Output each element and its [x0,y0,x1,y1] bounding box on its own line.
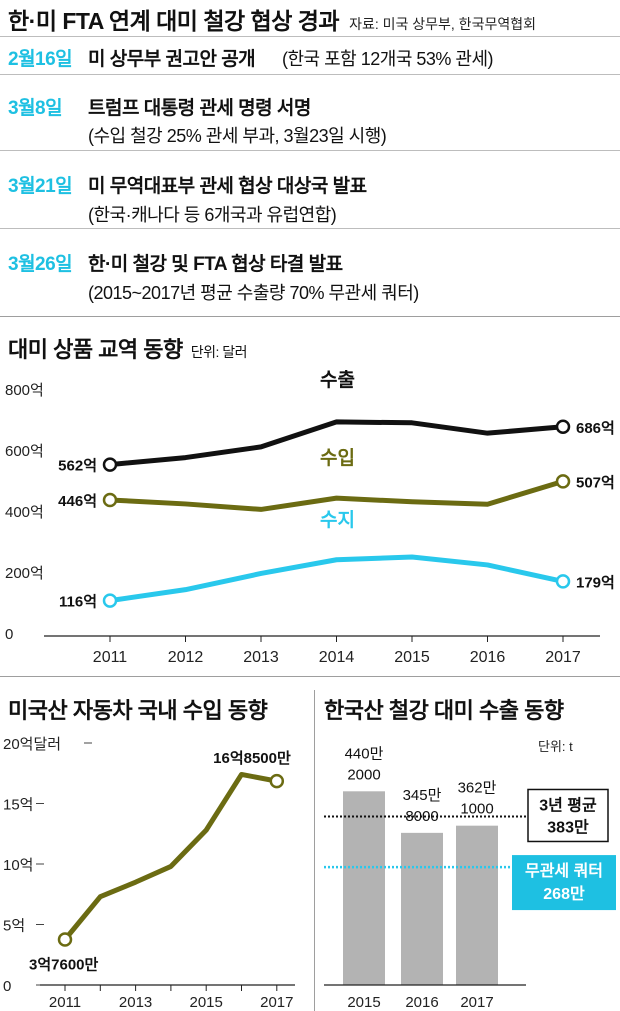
x-tick-label: 2011 [93,649,128,666]
timeline-detail: (수입 철강 25% 관세 부과, 3월23일 시행) [88,126,387,146]
section-divider [0,316,620,317]
timeline-date: 3월26일 [8,254,73,275]
data-point [102,492,118,508]
data-point [269,773,285,789]
series-line-0 [109,419,564,468]
trade-chart-unit: 단위: 달러 [190,344,248,360]
series-name-label: 수출 [320,370,355,391]
timeline-item: 2월16일 미 상무부 권고안 공개 (한국 포함 12개국 53% 관세) [0,36,620,75]
x-tick-label: 2011 [49,994,81,1011]
bar-value-label: 1000 [460,801,493,818]
end-value-label: 16억8500만 [213,749,291,767]
data-point [102,457,118,472]
quota-label-box [512,855,616,911]
x-tick-label: 2014 [319,649,355,666]
x-tick-label: 2016 [470,649,506,666]
end-value-label: 686억 [576,419,615,437]
page-title: 한·미 FTA 연계 대미 철강 협상 경과 [8,8,340,34]
end-value-label: 507억 [576,473,615,491]
timeline-detail: (한국 포함 12개국 53% 관세) [282,49,494,69]
start-value-label: 446억 [58,492,97,510]
timeline-item: 3월21일 미 무역대표부 관세 협상 대상국 발표 (한국·캐나다 등 6개국… [0,150,620,229]
y-tick-label: 5억 [3,918,25,935]
series-name-label: 수지 [320,509,355,531]
quota-value: 268만 [543,885,585,903]
x-tick-label: 2017 [260,994,293,1011]
y-tick-label: 800억 [5,382,44,399]
timeline-headline: 미 상무부 권고안 공개 [88,49,256,70]
y-tick-label: 20억달러 [3,736,61,753]
x-tick-label: 2015 [347,994,380,1011]
y-tick-label: 600억 [5,443,44,460]
bar-value-label: 362만 [458,780,497,797]
x-tick-label: 2013 [243,649,279,666]
timeline-item: 3월8일 트럼프 대통령 관세 명령 서명 (수입 철강 25% 관세 부과, … [0,74,620,151]
average-label-box [527,788,609,843]
x-tick-label: 2017 [545,649,581,666]
y-tick-label: 200억 [5,565,44,582]
y-tick-label: 10억 [3,857,34,874]
bar-value-label: 440만 [345,745,384,762]
timeline-headline: 한·미 철강 및 FTA 협상 타결 발표 [88,254,343,275]
timeline-date: 3월8일 [8,98,63,119]
auto-chart: 20억달러 15억 10억 5억 0 2011 2013 2015 2017 3억7600만 16억… [3,736,295,1011]
y-tick-label: 0 [5,626,13,643]
bar-value-label: 345만 [403,787,442,804]
bar [401,832,443,985]
start-value-label: 562억 [58,457,97,475]
start-value-label: 3억7600만 [29,956,99,974]
auto-chart-title: 미국산 자동차 국내 수입 동향 [8,698,268,723]
x-tick-label: 2013 [119,994,152,1011]
trade-chart-title: 대미 상품 교역 동향 단위: 달러 [8,332,248,364]
data-point [555,419,571,435]
timeline-headline: 트럼프 대통령 관세 명령 서명 [88,98,311,119]
start-value-label: 116억 [59,593,97,611]
series-line-1 [109,478,564,512]
average-label: 3년 평균 [539,795,597,814]
timeline-date: 3월21일 [8,176,73,197]
series-line-2 [109,554,564,604]
data-point [57,932,73,947]
header: 한·미 FTA 연계 대미 철강 협상 경과 자료: 미국 상무부, 한국무역협… [8,2,536,38]
timeline-detail: (한국·캐나다 등 6개국과 유럽연합) [88,205,337,225]
bar [343,791,385,985]
y-tick-label: 400억 [5,504,44,521]
x-tick-label: 2015 [190,994,223,1011]
end-value-label: 179억 [576,573,615,591]
steel-chart-title: 한국산 철강 대미 수출 동향 [324,698,564,723]
timeline-detail: (2015~2017년 평균 수출량 70% 무관세 쿼터) [88,283,419,303]
data-point [555,474,571,489]
y-tick-label: 15억 [3,797,34,814]
data-point [555,574,571,589]
x-tick-label: 2016 [405,994,438,1011]
timeline-item: 3월26일 한·미 철강 및 FTA 협상 타결 발표 (2015~2017년 … [0,228,620,309]
x-tick-label: 2012 [168,649,204,666]
section-divider [0,676,620,677]
column-divider [314,690,315,1011]
series-line [63,771,278,942]
unit-label: 단위: t [538,739,573,754]
x-tick-label: 2017 [460,994,493,1011]
trade-chart: 800억 600억 400억 200억 0 2011 2012 2013 2014 2015 201… [5,370,615,666]
source-note: 자료: 미국 상무부, 한국무역협회 [349,16,536,32]
timeline-date: 2월16일 [8,49,73,70]
data-point [102,593,118,608]
x-tick-label: 2015 [394,649,430,666]
bar-value-label: 2000 [347,766,380,783]
series-name-label: 수입 [320,447,355,469]
y-tick-label: 0 [3,978,11,995]
bar [456,825,498,985]
timeline-headline: 미 무역대표부 관세 협상 대상국 발표 [88,176,367,197]
average-value: 383만 [547,818,589,836]
quota-label: 무관세 쿼터 [525,862,603,880]
trade-chart-title-text: 대미 상품 교역 동향 [8,337,183,362]
